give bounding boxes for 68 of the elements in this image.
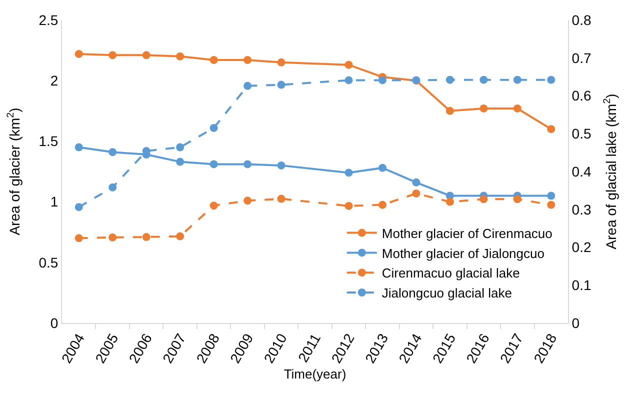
x-axis-title: Time(year) bbox=[284, 366, 346, 382]
point bbox=[74, 143, 83, 152]
point bbox=[547, 125, 556, 134]
point bbox=[108, 233, 117, 242]
point bbox=[108, 183, 117, 192]
point bbox=[74, 50, 83, 58]
point bbox=[344, 60, 353, 69]
y2-tick-label: 0.1 bbox=[572, 277, 592, 294]
point bbox=[446, 106, 454, 115]
legend-label: Jialongcuo glacial lake bbox=[382, 286, 512, 301]
point bbox=[344, 202, 353, 210]
point bbox=[513, 195, 522, 204]
point bbox=[176, 143, 184, 152]
point bbox=[344, 168, 353, 177]
point bbox=[142, 51, 150, 60]
y-tick-label: 1 bbox=[50, 194, 58, 210]
point bbox=[480, 195, 488, 204]
point bbox=[378, 76, 386, 84]
point bbox=[108, 148, 117, 156]
y-tick-label: 0 bbox=[50, 314, 58, 331]
legend-label: Mother glacier of Cirenmacuo bbox=[382, 226, 552, 241]
point bbox=[378, 164, 386, 172]
point bbox=[108, 51, 117, 60]
point bbox=[547, 76, 556, 84]
y2-tick-label: 0.7 bbox=[572, 50, 592, 66]
point bbox=[480, 104, 488, 112]
point bbox=[244, 160, 252, 168]
point bbox=[412, 178, 420, 186]
point bbox=[74, 203, 83, 212]
point bbox=[277, 80, 286, 89]
legend-label: Mother glacier of Jialongcuo bbox=[382, 246, 544, 261]
point bbox=[244, 196, 252, 205]
point bbox=[210, 160, 218, 168]
y-tick-label: 1.5 bbox=[38, 133, 58, 150]
y2-tick-label: 0 bbox=[572, 314, 580, 331]
y2-tick-label: 0.5 bbox=[572, 126, 592, 142]
point bbox=[412, 189, 420, 198]
point bbox=[277, 58, 286, 66]
point bbox=[176, 232, 184, 240]
point bbox=[176, 158, 184, 166]
y2-tick-label: 0.2 bbox=[572, 239, 592, 256]
point bbox=[513, 104, 522, 112]
legend-label: Cirenmacuo glacial lake bbox=[382, 266, 520, 281]
y-tick-label: 0.5 bbox=[38, 254, 58, 270]
point bbox=[277, 161, 286, 170]
point bbox=[547, 192, 556, 200]
point bbox=[378, 200, 386, 209]
point bbox=[210, 56, 218, 64]
point bbox=[244, 56, 252, 64]
y-tick-label: 2 bbox=[50, 72, 58, 88]
point bbox=[446, 76, 454, 84]
y-tick-label: 2.5 bbox=[38, 12, 58, 28]
y2-tick-label: 0.4 bbox=[572, 163, 592, 180]
point bbox=[547, 200, 556, 209]
point bbox=[142, 233, 150, 242]
point bbox=[480, 76, 488, 84]
y2-tick-label: 0.8 bbox=[572, 12, 592, 28]
point bbox=[344, 76, 353, 84]
y2-tick-label: 0.6 bbox=[572, 88, 592, 104]
point bbox=[244, 82, 252, 90]
point bbox=[74, 234, 83, 242]
point bbox=[277, 194, 286, 203]
y2-tick-label: 0.3 bbox=[572, 201, 592, 218]
point bbox=[210, 124, 218, 132]
point bbox=[446, 198, 454, 206]
point bbox=[210, 202, 218, 210]
point bbox=[176, 52, 184, 60]
point bbox=[513, 76, 522, 84]
